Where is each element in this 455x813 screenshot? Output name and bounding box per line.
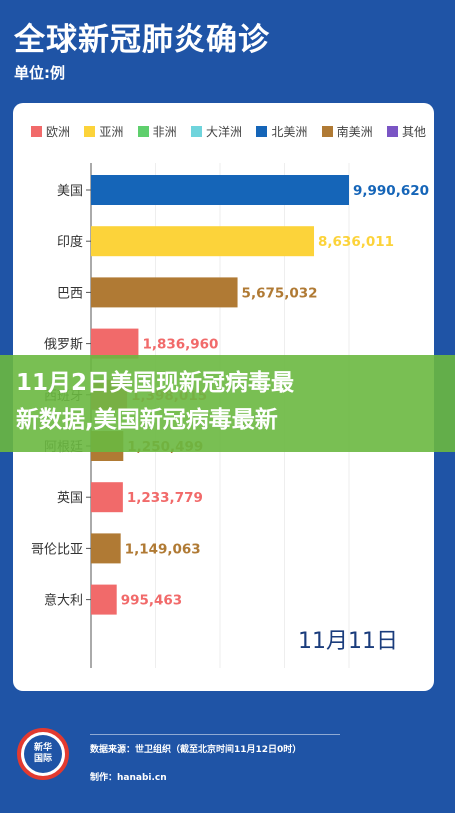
legend-item: 亚洲 [84,123,123,140]
logo-text-1: 新华 [33,743,52,753]
logo-text-2: 国际 [33,754,52,764]
legend-item: 北美洲 [256,123,307,140]
headline-line-1: 11月2日美国现新冠病毒最 [16,370,295,396]
bar [91,175,349,205]
legend-item: 大洋洲 [190,123,242,140]
legend-swatch [321,126,333,137]
page-title: 全球新冠肺炎确诊 [14,22,270,58]
legend-item: 非洲 [137,123,177,140]
legend-label: 南美洲 [336,125,373,139]
chart-legend: 欧洲 亚洲 非洲 大洋洲 北美洲 南美洲 其他 [31,123,426,140]
category-label: 英国 [57,491,83,506]
xinhua-logo: 新华 国际 [17,728,69,780]
legend-item: 南美洲 [321,123,373,140]
maker-note: 制作：hanabi.cn [90,773,167,783]
bar [91,482,123,513]
legend-label: 北美洲 [271,125,308,139]
legend-swatch [137,126,149,137]
value-label: 1,836,960 [142,337,218,353]
headline-text: 11月2日美国现新冠病毒最 新数据,美国新冠病毒最新 [16,365,446,439]
category-label: 巴西 [57,286,83,301]
bar [91,226,315,257]
category-label: 意大利 [44,593,83,609]
legend-swatch [386,126,398,137]
category-label: 美国 [57,184,83,199]
legend-label: 亚洲 [99,125,124,139]
date-label: 11月11日 [298,629,398,654]
legend-swatch [190,126,202,137]
value-label: 5,675,032 [242,285,318,301]
legend-label: 欧洲 [46,125,71,139]
headline-line-2: 新数据,美国新冠病毒最新 [16,407,278,433]
footer-divider [90,734,340,735]
source-note: 数据来源：世卫组织（截至北京时间11月12日0时） [90,745,302,755]
bar [91,584,117,615]
bar [91,277,238,308]
value-label: 995,463 [121,593,183,609]
legend-swatch [31,126,42,137]
bar [91,328,139,359]
bar [91,533,121,564]
value-label: 1,149,063 [125,541,201,557]
legend-swatch [256,126,268,137]
logo-mark: 新华 国际 [24,735,62,773]
legend-label: 大洋洲 [205,125,242,139]
legend-item: 其他 [386,123,426,140]
value-label: 9,990,620 [353,183,429,199]
category-label: 印度 [57,234,83,250]
category-label: 哥伦比亚 [31,542,83,557]
unit-label: 单位:例 [14,64,65,82]
legend-label: 其他 [401,125,426,139]
headline-banner: 11月2日美国现新冠病毒最 新数据,美国新冠病毒最新 [0,355,455,452]
legend-item: 欧洲 [31,123,70,140]
legend-label: 非洲 [152,125,177,139]
value-label: 8,636,011 [318,234,394,250]
legend-swatch [84,126,96,137]
value-label: 1,233,779 [127,490,203,506]
category-label: 俄罗斯 [44,338,83,353]
